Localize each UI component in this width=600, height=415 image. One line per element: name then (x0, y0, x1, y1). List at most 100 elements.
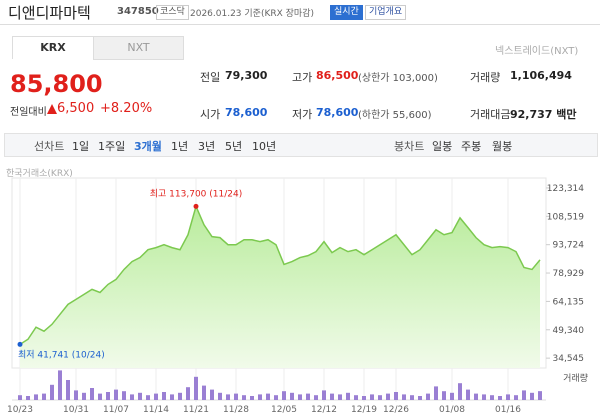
y-tick-label: 108,519 (547, 212, 584, 222)
volume-bar (290, 392, 294, 400)
volume-bar (458, 383, 462, 400)
y-tick-label: 49,340 (553, 326, 585, 336)
volume-bar (386, 393, 390, 400)
volume-bar (322, 390, 326, 400)
stat-value: 86,500 (316, 69, 359, 82)
volume-bar (506, 394, 510, 400)
volume-label: 거래량 (563, 372, 588, 384)
volume-bar (402, 394, 406, 400)
volume-bar (354, 395, 358, 400)
volume-bar (466, 389, 470, 400)
volume-bar (498, 396, 502, 400)
volume-bar (530, 392, 534, 400)
period-button[interactable]: 3년 (198, 140, 216, 153)
x-tick-label: 11/21 (183, 405, 209, 415)
volume-bar (306, 393, 310, 400)
period-button[interactable]: 1일 (72, 140, 90, 153)
realtime-button[interactable]: 실시간 (330, 5, 363, 20)
stat-label: 전일 (200, 71, 221, 84)
change-label: 전일대비 (10, 107, 47, 118)
volume-bar (178, 392, 182, 400)
source: 한국거래소(KRX) (6, 169, 73, 179)
y-tick-label: 123,314 (547, 184, 584, 194)
volume-bar (474, 393, 478, 400)
x-tick-label: 11/14 (143, 405, 169, 415)
volume-bar (282, 391, 286, 400)
stat-value: 78,600 (225, 106, 268, 119)
volume-bar (370, 394, 374, 400)
volume-bar (210, 389, 214, 400)
candle-button[interactable]: 일봉 (432, 140, 453, 153)
period-button[interactable]: 3개월 (134, 140, 162, 153)
volume-bar (346, 392, 350, 400)
volume-bar (330, 393, 334, 400)
volume-bar (410, 395, 414, 400)
volume-bar (538, 391, 542, 400)
volume-bar (362, 396, 366, 400)
low-marker (17, 341, 23, 347)
stat-value: 78,600 (316, 106, 359, 119)
volume-bar (202, 385, 206, 400)
volume-bar (378, 395, 382, 400)
period-button[interactable]: 10년 (252, 140, 277, 153)
stat-label: 저가 (292, 108, 313, 121)
low-annotation: 최저 41,741 (10/24) (18, 349, 105, 360)
volume-bar (26, 396, 30, 400)
change-percent: +8.20% (100, 101, 153, 116)
stat-label: 시가 (200, 108, 221, 121)
volume-bar (250, 396, 254, 400)
volume-bar (442, 391, 446, 400)
y-tick-label: 34,545 (553, 354, 585, 364)
company-info-button[interactable]: 기업개요 (365, 5, 407, 20)
volume-bar (226, 394, 230, 400)
volume-bar (242, 395, 246, 400)
price-line (19, 204, 541, 345)
stock-name: 디앤디파마텍 (8, 4, 91, 22)
volume-bar (106, 392, 110, 400)
tab-nxt[interactable]: NXT (93, 36, 184, 60)
volume-bar (338, 394, 342, 400)
x-tick-label: 12/05 (271, 405, 297, 415)
volume-bar (122, 391, 126, 400)
volume-bar (154, 393, 158, 400)
stat-label: 거래량 (470, 71, 501, 84)
stat-label: 고가 (292, 71, 313, 84)
volume-bar (162, 392, 166, 400)
period-button[interactable]: 1주일 (98, 140, 126, 153)
y-tick-label: 78,929 (553, 269, 585, 279)
stat-value: 92,737 백만 (510, 108, 577, 121)
period-button[interactable]: 1년 (171, 140, 189, 153)
volume-bar (258, 394, 262, 400)
volume-bar (514, 395, 518, 400)
x-tick-label: 12/19 (351, 405, 377, 415)
candle-button[interactable]: 월봉 (492, 140, 513, 153)
x-tick-label: 12/12 (311, 405, 337, 415)
x-tick-label: 12/26 (383, 405, 409, 415)
volume-bar (130, 394, 134, 400)
nxt-link[interactable]: 넥스트레이드(NXT) (495, 46, 579, 57)
header-bar (0, 0, 600, 25)
volume-bar (170, 394, 174, 400)
period-bar (4, 133, 598, 157)
volume-bar (418, 396, 422, 400)
volume-bar (58, 370, 62, 400)
price-area (20, 206, 540, 368)
volume-bar (82, 392, 86, 400)
period-button[interactable]: 5년 (225, 140, 243, 153)
volume-bar (490, 395, 494, 400)
price: 85,800 (10, 70, 103, 98)
market-badge: 코스닥 (156, 5, 189, 20)
stat-note: (상한가 103,000) (358, 73, 438, 84)
volume-bar (186, 387, 190, 400)
volume-bar (50, 384, 54, 400)
candle-button[interactable]: 주봉 (461, 140, 482, 153)
volume-bar (522, 390, 526, 400)
high-annotation: 최고 113,700 (11/24) (150, 188, 242, 199)
stat-value: 1,106,494 (510, 69, 572, 82)
volume-bar (482, 394, 486, 400)
x-tick-label: 11/28 (223, 405, 249, 415)
period-label: 선차트 (34, 140, 65, 153)
x-tick-label: 10/31 (63, 405, 89, 415)
